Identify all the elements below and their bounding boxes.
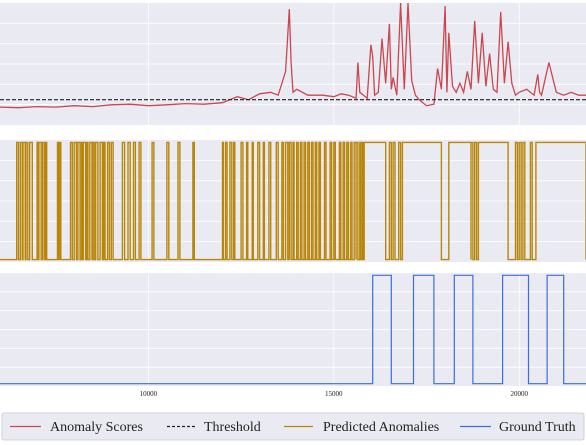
x-axis-ticks: 10000 15000 20000 <box>140 390 529 398</box>
x-tick-label: 15000 <box>325 390 343 398</box>
predicted-anomalies-panel <box>0 140 586 262</box>
ground-truth-panel <box>0 273 586 386</box>
legend-label-predicted-anomalies: Predicted Anomalies <box>323 420 439 435</box>
legend: Anomaly Scores Threshold Predicted Anoma… <box>1 412 585 441</box>
legend-label-threshold: Threshold <box>204 420 261 435</box>
x-tick-label: 20000 <box>510 390 528 398</box>
x-tick-label: 10000 <box>140 390 158 398</box>
anomaly-scores-panel <box>0 2 586 125</box>
ground-truth-series <box>0 274 586 385</box>
predicted-anomalies-series <box>0 141 586 261</box>
legend-label-anomaly-scores: Anomaly Scores <box>50 420 143 435</box>
anomaly-scores-series <box>0 2 586 109</box>
legend-label-ground-truth: Ground Truth <box>499 420 576 435</box>
